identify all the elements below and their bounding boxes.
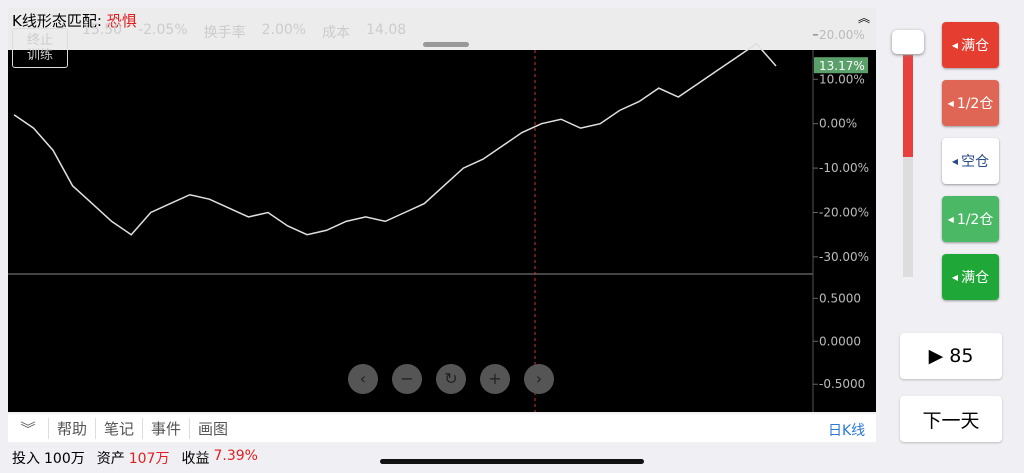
- stat: 2.00%: [261, 22, 307, 38]
- footer-value: 107万: [128, 451, 170, 467]
- expand[interactable]: ︾: [20, 419, 36, 438]
- footer-label: 投入: [12, 451, 40, 467]
- footer-label: 资产: [96, 451, 125, 467]
- y-tick-label: 20.00%: [819, 28, 865, 42]
- right[interactable]: ›: [524, 364, 554, 394]
- y-tick-label: 0.00%: [819, 117, 857, 131]
- play-button[interactable]: ▶ 85: [900, 333, 1002, 379]
- toolbar: ︾ 帮助 笔记 事件 画图: [8, 414, 876, 442]
- position-button[interactable]: ◀ 空仓: [942, 138, 999, 184]
- slider-track: [903, 55, 913, 277]
- last-price-label: 13.17%: [819, 59, 865, 73]
- title-text: K线形态匹配:: [12, 12, 102, 30]
- zoom-out[interactable]: −: [392, 364, 422, 394]
- macd-tick-label: 0.0000: [819, 334, 861, 348]
- stats: 15.50 -2.05% 换手率 2.00% 成本 14.08: [82, 22, 406, 42]
- footer-value: 100万: [44, 451, 85, 467]
- arrow: ◀: [951, 40, 959, 50]
- price-line: [13, 42, 777, 236]
- stat: 成本: [322, 25, 351, 41]
- macd-tick-label: -0.5000: [819, 377, 865, 391]
- position-label: 空仓: [961, 154, 990, 170]
- slider-fill: [903, 55, 913, 157]
- footer-value: 7.39%: [213, 448, 258, 464]
- position-button[interactable]: ◀ 满仓: [942, 254, 999, 300]
- footer: 投入 100万 资产 107万 收益 7.39%: [12, 448, 258, 468]
- stat: 14.08: [366, 22, 407, 38]
- position-label: 满仓: [961, 38, 990, 54]
- macd-tick-label: 0.5000: [819, 291, 861, 305]
- position-label: 1/2仓: [956, 96, 994, 112]
- y-tick-label: -20.00%: [819, 205, 869, 219]
- next-button[interactable]: 下一天: [900, 396, 1002, 442]
- mood: 恐惧: [106, 12, 137, 30]
- tool[interactable]: 画图: [189, 417, 236, 439]
- reset[interactable]: ↻: [436, 364, 466, 394]
- arrow: ◀: [951, 156, 959, 166]
- chart: ︽ 20.00% 10.00% 0.00% -10.00% -20.00% -30.00%…: [8, 8, 876, 412]
- tool[interactable]: 笔记: [95, 417, 142, 439]
- title: K线形态匹配: 恐惧: [12, 10, 137, 31]
- collapse[interactable]: ︽: [858, 11, 870, 25]
- stat: -2.05%: [138, 22, 188, 38]
- y-tick-label: -10.00%: [819, 161, 869, 175]
- zoom-in[interactable]: +: [480, 364, 510, 394]
- stop-button[interactable]: 终止 训练: [12, 28, 68, 68]
- position-label: 满仓: [961, 270, 990, 286]
- position-button[interactable]: ◀ 满仓: [942, 22, 999, 68]
- tool[interactable]: 帮助: [48, 417, 95, 439]
- y-tick-label: 10.00%: [819, 72, 865, 86]
- last-price-box: [814, 57, 868, 74]
- stat: 换手率: [203, 25, 246, 41]
- left[interactable]: ‹: [348, 364, 378, 394]
- footer-label: 收益: [181, 451, 210, 467]
- arrow: ◀: [951, 272, 959, 282]
- home-bar: [380, 459, 644, 464]
- position-button[interactable]: ◀ 1/2仓: [942, 196, 999, 242]
- arrow: ◀: [947, 98, 954, 108]
- nav: ‹ − ↻ + ›: [348, 364, 554, 394]
- position-label: 1/2仓: [956, 212, 994, 228]
- position-button[interactable]: ◀ 1/2仓: [942, 80, 999, 126]
- tool[interactable]: 事件: [142, 417, 189, 439]
- stat: 15.50: [82, 22, 123, 38]
- period[interactable]: 日K线: [828, 423, 866, 439]
- slider-knob[interactable]: [892, 30, 924, 54]
- y-tick-label: -30.00%: [819, 250, 869, 264]
- arrow: ◀: [947, 214, 954, 224]
